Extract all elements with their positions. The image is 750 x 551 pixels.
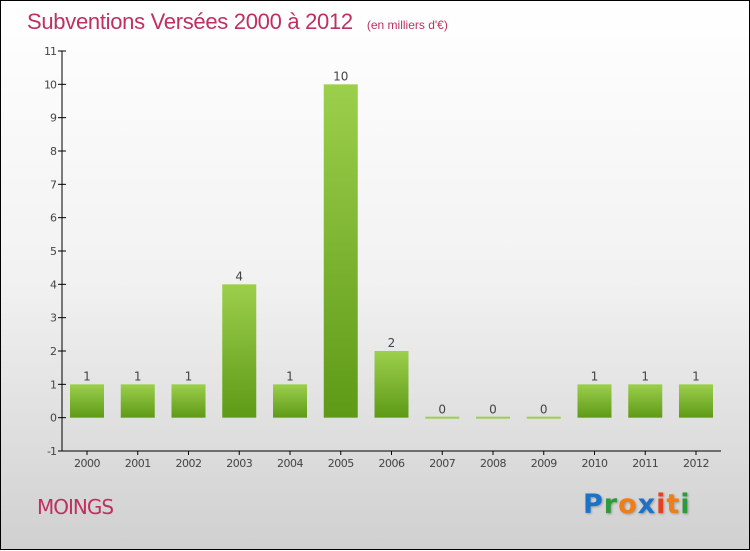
- y-tick-label: 6: [50, 212, 57, 225]
- unit-label: (en milliers d'€): [366, 18, 448, 32]
- logo-letter: x: [637, 489, 657, 520]
- x-tick-label: 2008: [480, 457, 506, 470]
- x-tick-label: 2000: [74, 457, 100, 470]
- y-tick-label: 8: [50, 145, 57, 158]
- data-label: 1: [591, 369, 599, 383]
- bar-2002: [171, 384, 206, 418]
- data-label: 1: [134, 369, 142, 383]
- x-tick-label: 2009: [531, 457, 557, 470]
- data-label: 10: [333, 69, 348, 83]
- x-tick-label: 2010: [582, 457, 608, 470]
- y-tick-label: 0: [50, 412, 57, 425]
- y-tick-label: 11: [44, 45, 56, 58]
- bar-2011: [628, 384, 663, 418]
- logo-letter: t: [666, 489, 681, 520]
- bar-2012: [679, 384, 713, 418]
- bar-2004: [273, 384, 307, 418]
- data-label: 4: [235, 269, 243, 283]
- x-tick-label: 2011: [632, 457, 658, 470]
- bar-2003: [222, 284, 257, 418]
- logo-letter: i: [656, 489, 667, 520]
- y-tick-label: 10: [44, 78, 57, 91]
- y-tick-label: 1: [50, 378, 56, 391]
- data-label: 0: [540, 403, 548, 417]
- data-label: 2: [388, 336, 396, 350]
- data-label: 0: [489, 403, 497, 417]
- commune-name: MOINGS: [37, 495, 114, 519]
- proxiti-logo: Proxiti: [583, 489, 691, 520]
- bar-2010: [577, 384, 612, 418]
- data-label: 1: [286, 369, 294, 383]
- bar-2008: [476, 416, 510, 419]
- x-tick-label: 2001: [125, 457, 151, 470]
- y-tick-label: 2: [50, 345, 56, 358]
- bar-2005: [323, 84, 358, 418]
- x-tick-label: 2004: [277, 457, 303, 470]
- data-label: 1: [83, 369, 91, 383]
- x-tick-label: 2005: [328, 457, 354, 470]
- logo-letter: i: [680, 489, 691, 520]
- data-label: 1: [641, 369, 649, 383]
- x-tick-label: 2003: [226, 457, 252, 470]
- bar-2000: [70, 384, 104, 418]
- logo-letter: o: [618, 489, 638, 520]
- x-tick-label: 2007: [429, 457, 455, 470]
- y-tick-label: 5: [50, 245, 57, 258]
- y-tick-label: 4: [50, 278, 57, 291]
- data-label: 0: [438, 403, 446, 417]
- logo-letter: r: [603, 489, 619, 520]
- y-tick-label: -1: [47, 445, 56, 458]
- data-label: 1: [692, 369, 700, 383]
- x-tick-label: 2012: [683, 457, 709, 470]
- bar-2007: [425, 416, 460, 419]
- x-tick-label: 2006: [379, 457, 405, 470]
- bar-2006: [374, 351, 409, 418]
- data-label: 1: [185, 369, 193, 383]
- y-tick-label: 7: [50, 178, 57, 191]
- bar-2001: [120, 384, 155, 418]
- x-tick-label: 2002: [176, 457, 202, 470]
- logo-letter: P: [583, 489, 604, 520]
- y-tick-label: 9: [50, 112, 57, 125]
- chart-title: Subventions Versées 2000 à 2012: [27, 9, 353, 34]
- title-row: Subventions Versées 2000 à 2012 (en mill…: [27, 9, 448, 35]
- y-tick-label: 3: [50, 312, 57, 325]
- bar-2009: [526, 416, 561, 419]
